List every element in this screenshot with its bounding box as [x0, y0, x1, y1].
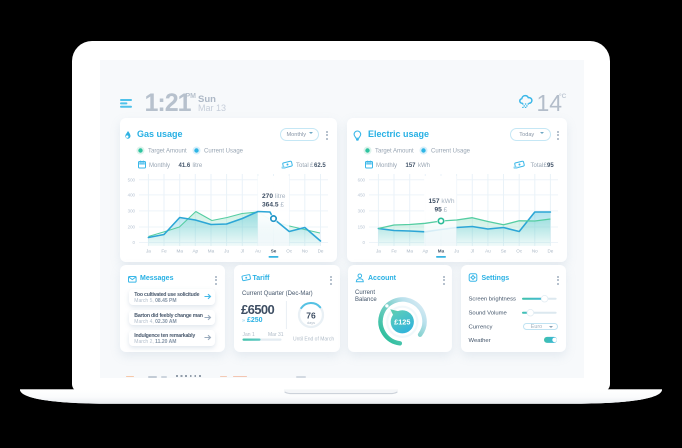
- svg-text:150: 150: [358, 225, 366, 230]
- svg-text:No: No: [532, 249, 538, 254]
- svg-text:76: 76: [306, 311, 316, 321]
- svg-text:Total: Total: [531, 163, 544, 169]
- svg-text:Ma: Ma: [407, 249, 414, 254]
- svg-text:Ma: Ma: [177, 249, 184, 254]
- svg-text:Se: Se: [271, 249, 277, 254]
- svg-text:400: 400: [128, 193, 136, 198]
- svg-text:270 litre: 270 litre: [262, 193, 286, 200]
- svg-text:De: De: [318, 249, 324, 254]
- svg-text:Current Usage: Current Usage: [431, 149, 471, 155]
- svg-text:£250: £250: [247, 317, 263, 324]
- svg-text:Ja: Ja: [376, 249, 381, 254]
- svg-text:Oc: Oc: [516, 249, 523, 254]
- svg-text:litre: litre: [193, 163, 203, 169]
- svg-text:95: 95: [547, 163, 554, 169]
- svg-text:0: 0: [133, 240, 136, 245]
- svg-text:£6500: £6500: [241, 302, 275, 317]
- svg-text:450: 450: [358, 193, 366, 198]
- svg-text:Se: Se: [501, 249, 507, 254]
- svg-text:Jan 1: Jan 1: [243, 332, 255, 338]
- svg-text:157 kWh: 157 kWh: [429, 198, 455, 205]
- svg-text:Until End of March: Until End of March: [293, 337, 334, 343]
- svg-text:Screen brightness: Screen brightness: [469, 297, 517, 303]
- svg-text:Ap: Ap: [422, 249, 428, 254]
- svg-text:0: 0: [363, 240, 366, 245]
- svg-text:Target Amount: Target Amount: [375, 149, 414, 155]
- svg-text:Jl: Jl: [241, 249, 244, 254]
- svg-text:500: 500: [128, 177, 136, 182]
- svg-text:Ap: Ap: [192, 249, 198, 254]
- svg-text:Weather: Weather: [469, 338, 491, 344]
- svg-text:364.5 £: 364.5 £: [262, 202, 284, 209]
- svg-text:Fe: Fe: [391, 249, 397, 254]
- svg-text:200: 200: [128, 225, 136, 230]
- svg-text:De: De: [547, 249, 553, 254]
- svg-text:Total: Total: [296, 163, 309, 169]
- svg-text:Currency: Currency: [469, 325, 493, 331]
- svg-text:Ju: Ju: [224, 249, 229, 254]
- svg-text:Monthly: Monthly: [376, 163, 397, 169]
- svg-text:300: 300: [358, 209, 366, 214]
- svg-text:Current Usage: Current Usage: [204, 149, 244, 155]
- svg-text:41.6: 41.6: [179, 163, 191, 169]
- svg-text:Ju: Ju: [454, 249, 459, 254]
- svg-text:62.5: 62.5: [314, 163, 326, 169]
- svg-text:Jl: Jl: [471, 249, 474, 254]
- svg-text:Mar 31: Mar 31: [268, 332, 284, 338]
- svg-text:157: 157: [406, 163, 417, 169]
- svg-text:Current Quarter (Dec-Mar): Current Quarter (Dec-Mar): [242, 291, 313, 297]
- svg-text:Au: Au: [485, 249, 491, 254]
- svg-text:Monthly: Monthly: [149, 163, 170, 169]
- svg-text:Ja: Ja: [146, 249, 151, 254]
- svg-text:600: 600: [358, 177, 366, 182]
- svg-text:Au: Au: [255, 249, 261, 254]
- svg-text:kWh: kWh: [418, 163, 430, 169]
- svg-text:Oc: Oc: [286, 249, 293, 254]
- svg-text:300: 300: [128, 209, 136, 214]
- svg-text:£: £: [544, 163, 548, 169]
- svg-text:Fe: Fe: [161, 249, 167, 254]
- svg-text:»: »: [242, 318, 245, 324]
- svg-text:No: No: [302, 249, 308, 254]
- svg-text:Target Amount: Target Amount: [148, 149, 187, 155]
- svg-text:95 £: 95 £: [435, 207, 448, 214]
- svg-text:Sound Volume: Sound Volume: [469, 311, 508, 317]
- svg-text:Ma: Ma: [438, 249, 445, 254]
- svg-text:£125: £125: [394, 318, 410, 327]
- svg-text:Ma: Ma: [208, 249, 215, 254]
- svg-text:days: days: [307, 321, 315, 325]
- svg-text:£: £: [310, 163, 314, 169]
